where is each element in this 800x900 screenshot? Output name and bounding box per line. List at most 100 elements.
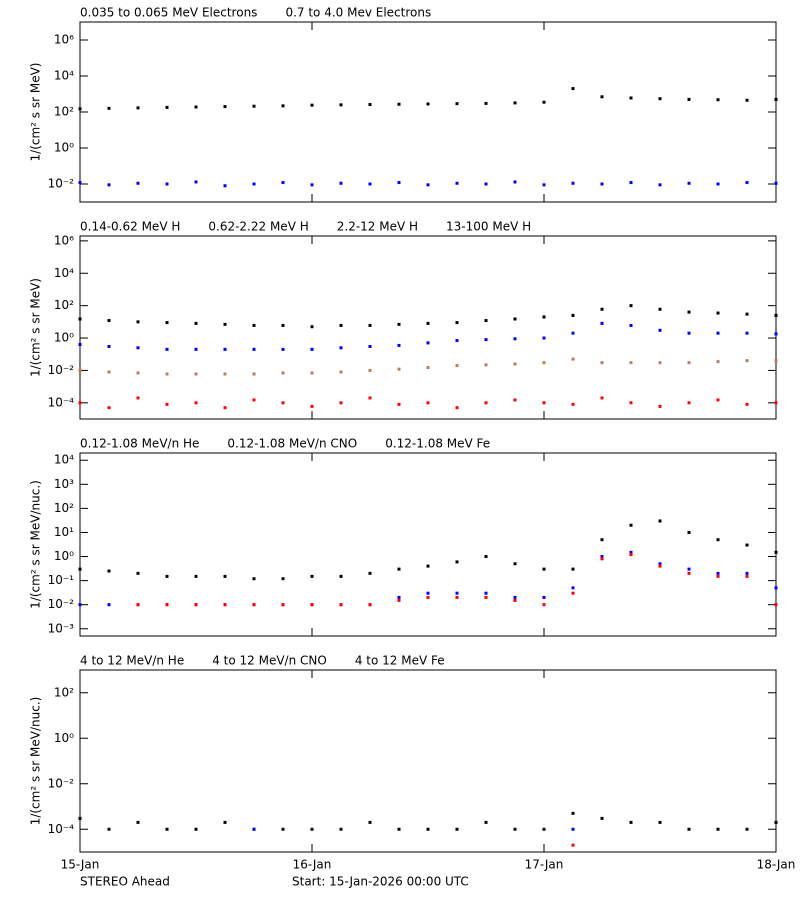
data-point: [165, 105, 169, 109]
data-point: [223, 372, 227, 376]
legend-entry: 0.14-0.62 MeV H: [80, 220, 180, 234]
y-tick-label: 10⁰: [54, 549, 74, 563]
legend-entry: 2.2-12 MeV H: [337, 220, 418, 234]
data-point: [600, 396, 604, 400]
x-tick-label: 16-Jan: [293, 858, 332, 872]
data-point: [252, 323, 256, 327]
data-point: [571, 181, 575, 185]
data-point: [368, 182, 372, 186]
data-point: [426, 591, 430, 595]
plot-frame: [79, 452, 777, 637]
data-point: [426, 183, 430, 187]
data-point: [687, 331, 691, 335]
data-point: [397, 567, 401, 571]
data-point: [716, 398, 720, 402]
data-point: [397, 102, 401, 106]
data-point: [136, 820, 140, 824]
data-point: [542, 183, 546, 187]
y-axis-label: 1/(cm² s sr MeV): [29, 278, 43, 377]
data-point: [426, 827, 430, 831]
data-point: [745, 359, 749, 363]
data-point: [339, 181, 343, 185]
legend-entry: 0.12-1.08 MeV Fe: [385, 437, 490, 451]
plot-frame: [79, 669, 777, 853]
data-point: [368, 323, 372, 327]
data-point: [542, 603, 546, 607]
data-point: [310, 603, 314, 607]
data-point: [629, 550, 633, 554]
data-point: [658, 97, 662, 101]
data-point: [281, 371, 285, 375]
data-point: [513, 598, 517, 602]
legend-entry: 0.7 to 4.0 Mev Electrons: [285, 6, 431, 20]
data-point: [571, 313, 575, 317]
data-point: [542, 100, 546, 104]
data-point: [426, 341, 430, 345]
data-point: [136, 396, 140, 400]
data-point: [745, 402, 749, 406]
data-point: [310, 574, 314, 578]
data-point: [252, 827, 256, 831]
data-point: [252, 104, 256, 108]
data-point: [252, 347, 256, 351]
data-point: [310, 103, 314, 107]
data-point: [484, 595, 488, 599]
data-point: [78, 107, 82, 111]
data-point: [107, 319, 111, 323]
y-tick-label: 10²: [54, 685, 74, 699]
data-point: [484, 591, 488, 595]
data-point: [571, 843, 575, 847]
data-point: [136, 371, 140, 375]
data-point: [397, 367, 401, 371]
data-point: [484, 319, 488, 323]
data-point: [658, 562, 662, 566]
data-point: [107, 406, 111, 410]
data-point: [484, 338, 488, 342]
data-point: [310, 827, 314, 831]
data-point: [658, 519, 662, 523]
data-point: [629, 820, 633, 824]
data-point: [252, 372, 256, 376]
data-point: [600, 557, 604, 561]
panel: 10⁻³ 10⁻² 10⁻¹ 10⁰ 10¹ 10² 10³ 10⁴ 1/(cm² s sr M…: [29, 437, 778, 637]
y-tick-label: 10⁰: [54, 731, 74, 745]
data-point: [223, 574, 227, 578]
data-point: [484, 101, 488, 105]
data-point: [223, 820, 227, 824]
y-tick-label: 10⁻⁴: [48, 395, 75, 409]
data-point: [78, 181, 82, 185]
data-point: [78, 567, 82, 571]
data-point: [339, 827, 343, 831]
data-point: [629, 304, 633, 308]
data-point: [687, 401, 691, 405]
data-point: [310, 183, 314, 187]
data-point: [513, 562, 517, 566]
data-point: [78, 603, 82, 607]
data-point: [223, 406, 227, 410]
data-point: [658, 820, 662, 824]
data-point: [107, 603, 111, 607]
data-point: [716, 331, 720, 335]
data-point: [629, 361, 633, 365]
data-point: [455, 827, 459, 831]
y-tick-label: 10⁰: [54, 141, 74, 155]
data-point: [716, 574, 720, 578]
data-point: [455, 560, 459, 564]
data-point: [339, 346, 343, 350]
y-tick-label: 10²: [54, 298, 74, 312]
data-point: [194, 401, 198, 405]
data-point: [600, 182, 604, 186]
data-point: [194, 321, 198, 325]
data-point: [542, 315, 546, 319]
data-point: [658, 328, 662, 332]
data-point: [716, 827, 720, 831]
legend-entry: 13-100 MeV H: [446, 220, 531, 234]
data-point: [426, 321, 430, 325]
data-point: [281, 347, 285, 351]
data-point: [774, 181, 778, 185]
data-point: [774, 550, 778, 554]
data-point: [774, 401, 778, 405]
data-point: [194, 372, 198, 376]
data-point: [745, 181, 749, 185]
